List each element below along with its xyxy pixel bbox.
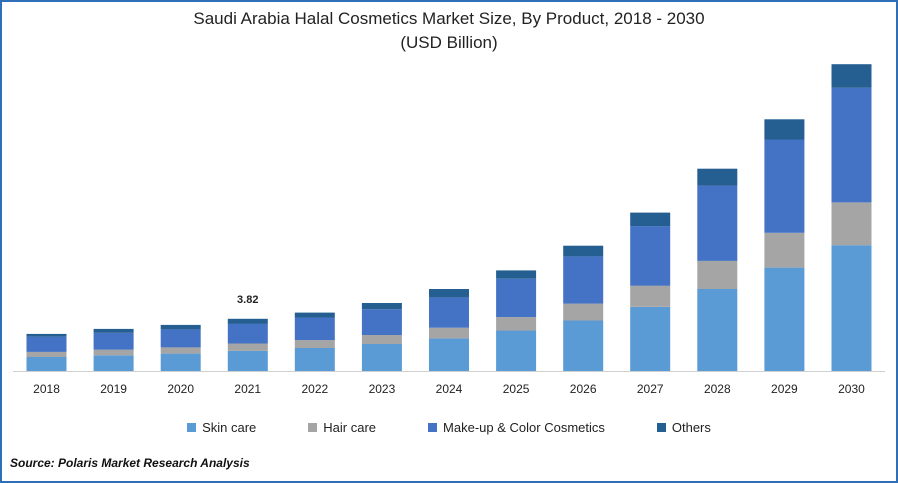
legend-label: Others	[671, 420, 711, 435]
bar-skin-care-2019	[93, 355, 134, 371]
bar-skin-care-2026	[563, 320, 604, 371]
data-label-2021: 3.82	[237, 294, 258, 306]
bar-skin-care-2030	[831, 245, 872, 371]
bar-skin-care-2024	[429, 338, 469, 371]
bar-hair-care-2027	[630, 285, 671, 307]
x-tick-label-2023: 2023	[369, 382, 396, 396]
legend-item-others: Others	[656, 420, 711, 435]
x-tick-label-2030: 2030	[838, 382, 865, 396]
source-note: Source: Polaris Market Research Analysis	[10, 456, 250, 470]
bar-hair-care-2021	[227, 343, 268, 351]
legend-swatch	[187, 423, 197, 432]
bar-make-up-color-cosmetics-2022	[294, 317, 335, 341]
bar-skin-care-2027	[630, 307, 671, 371]
bar-others-2018	[26, 333, 67, 337]
x-tick-label-2025: 2025	[503, 382, 530, 396]
bar-make-up-color-cosmetics-2030	[831, 87, 872, 203]
bar-hair-care-2026	[563, 303, 604, 321]
x-tick-label-2029: 2029	[771, 382, 798, 396]
bar-make-up-color-cosmetics-2029	[764, 139, 805, 233]
bar-make-up-color-cosmetics-2020	[160, 329, 201, 348]
bar-hair-care-2029	[764, 232, 805, 268]
bar-others-2020	[160, 324, 201, 330]
bar-hair-care-2023	[361, 335, 402, 344]
bar-make-up-color-cosmetics-2018	[26, 336, 67, 352]
legend-label: Hair care	[323, 420, 377, 435]
bar-make-up-color-cosmetics-2023	[361, 309, 402, 335]
legend-item-skin-care: Skin care	[187, 420, 256, 435]
bar-others-2030	[831, 64, 872, 88]
bar-others-2025	[496, 270, 537, 279]
bar-skin-care-2029	[764, 267, 805, 371]
bar-hair-care-2030	[831, 202, 872, 246]
bar-skin-care-2023	[361, 344, 402, 371]
x-tick-label-2028: 2028	[704, 382, 731, 396]
bar-others-2023	[361, 303, 402, 310]
legend-swatch	[656, 423, 666, 432]
bar-hair-care-2028	[697, 260, 738, 289]
bar-make-up-color-cosmetics-2021	[227, 323, 268, 344]
x-tick-label-2026: 2026	[570, 382, 597, 396]
legend-swatch	[308, 423, 318, 432]
bar-others-2026	[563, 245, 604, 257]
legend-label: Make-up & Color Cosmetics	[443, 420, 605, 435]
x-tick-label-2024: 2024	[436, 382, 463, 396]
chart-title: Saudi Arabia Halal Cosmetics Market Size…	[193, 9, 705, 28]
bar-others-2024	[429, 289, 469, 298]
bar-others-2029	[764, 119, 805, 140]
chart-subtitle: (USD Billion)	[400, 33, 498, 52]
bar-hair-care-2020	[160, 347, 201, 354]
bar-hair-care-2025	[496, 317, 537, 331]
legend-swatch	[428, 423, 438, 432]
legend-item-hair-care: Hair care	[308, 420, 376, 435]
bar-others-2019	[93, 328, 134, 333]
bar-others-2022	[294, 312, 335, 318]
bar-make-up-color-cosmetics-2024	[429, 297, 469, 328]
legend-item-make-up-color-cosmetics: Make-up & Color Cosmetics	[428, 420, 605, 435]
bar-make-up-color-cosmetics-2025	[496, 278, 537, 318]
chart-legend: Skin care Hair care Make-up & Color Cosmet…	[0, 420, 898, 435]
x-tick-label-2027: 2027	[637, 382, 664, 396]
bar-others-2028	[697, 168, 738, 186]
x-tick-label-2020: 2020	[167, 382, 194, 396]
bar-make-up-color-cosmetics-2019	[93, 332, 134, 350]
bar-skin-care-2025	[496, 330, 537, 371]
bar-others-2021	[227, 318, 268, 324]
bar-skin-care-2022	[294, 348, 335, 371]
x-tick-label-2022: 2022	[301, 382, 328, 396]
bar-others-2027	[630, 212, 671, 227]
bar-make-up-color-cosmetics-2026	[563, 256, 604, 304]
x-tick-label-2021: 2021	[234, 382, 261, 396]
bar-hair-care-2018	[26, 351, 67, 357]
bar-hair-care-2019	[93, 349, 134, 356]
bar-skin-care-2021	[227, 350, 268, 371]
x-tick-label-2019: 2019	[100, 382, 127, 396]
bar-hair-care-2022	[294, 340, 335, 348]
bar-make-up-color-cosmetics-2028	[697, 185, 738, 261]
x-tick-label-2018: 2018	[33, 382, 60, 396]
bar-skin-care-2018	[26, 357, 67, 371]
bar-make-up-color-cosmetics-2027	[630, 226, 671, 286]
legend-label: Skin care	[202, 420, 257, 435]
bar-skin-care-2020	[160, 353, 201, 371]
bar-skin-care-2028	[697, 289, 738, 371]
bar-hair-care-2024	[429, 327, 469, 339]
